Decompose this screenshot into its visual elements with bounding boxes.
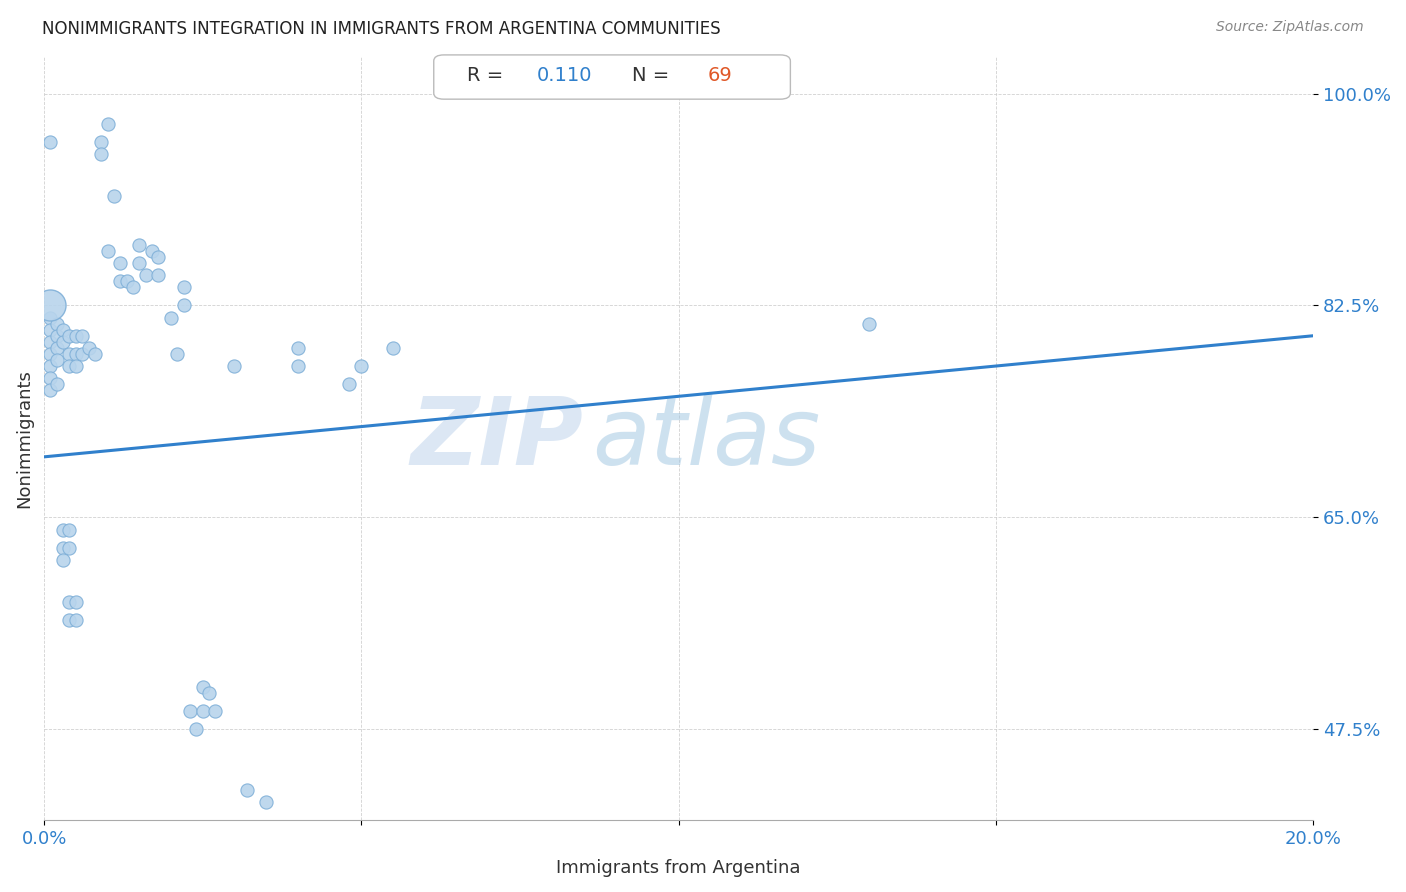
Point — [52, 553, 75, 567]
Point — [58, 328, 80, 343]
Point — [110, 256, 132, 270]
Point — [254, 795, 277, 809]
Point — [382, 341, 405, 355]
FancyBboxPatch shape — [433, 55, 790, 99]
Point — [39, 347, 62, 361]
Point — [45, 353, 67, 368]
Point — [52, 334, 75, 349]
Point — [90, 147, 112, 161]
Point — [148, 268, 170, 283]
Point — [141, 244, 163, 258]
X-axis label: Immigrants from Argentina: Immigrants from Argentina — [557, 859, 801, 877]
Point — [103, 189, 125, 203]
Point — [65, 359, 87, 373]
Point — [173, 298, 195, 312]
Point — [236, 783, 259, 797]
Point — [58, 613, 80, 627]
Point — [52, 541, 75, 555]
Point — [115, 274, 138, 288]
Point — [39, 135, 62, 149]
Y-axis label: Nonimmigrants: Nonimmigrants — [15, 369, 32, 508]
Point — [287, 341, 309, 355]
Point — [65, 347, 87, 361]
Point — [204, 704, 226, 718]
Point — [83, 347, 105, 361]
Text: Source: ZipAtlas.com: Source: ZipAtlas.com — [1216, 20, 1364, 34]
Point — [77, 341, 100, 355]
Point — [160, 310, 183, 325]
Point — [58, 359, 80, 373]
Point — [122, 280, 145, 294]
Text: NONIMMIGRANTS INTEGRATION IN IMMIGRANTS FROM ARGENTINA COMMUNITIES: NONIMMIGRANTS INTEGRATION IN IMMIGRANTS … — [42, 20, 721, 37]
Point — [128, 256, 150, 270]
Point — [337, 377, 360, 392]
Point — [166, 347, 188, 361]
Point — [58, 595, 80, 609]
Point — [198, 686, 221, 700]
Point — [65, 328, 87, 343]
Text: 69: 69 — [707, 66, 733, 85]
Point — [58, 523, 80, 537]
Point — [45, 341, 67, 355]
Point — [186, 723, 208, 737]
Point — [191, 680, 214, 694]
Point — [179, 704, 201, 718]
Point — [39, 323, 62, 337]
Point — [58, 347, 80, 361]
Point — [97, 117, 120, 131]
Point — [52, 323, 75, 337]
Point — [65, 613, 87, 627]
Point — [39, 298, 62, 312]
Text: 0.110: 0.110 — [537, 66, 592, 85]
Point — [39, 310, 62, 325]
Text: N =: N = — [631, 66, 675, 85]
Point — [52, 523, 75, 537]
Point — [39, 371, 62, 385]
Point — [45, 328, 67, 343]
Point — [128, 238, 150, 252]
Point — [97, 244, 120, 258]
Point — [39, 383, 62, 397]
Point — [70, 328, 93, 343]
Point — [191, 704, 214, 718]
Point — [90, 135, 112, 149]
Point — [350, 359, 373, 373]
Point — [39, 334, 62, 349]
Point — [45, 377, 67, 392]
Point — [135, 268, 157, 283]
Text: ZIP: ZIP — [411, 392, 583, 484]
Point — [58, 541, 80, 555]
Point — [287, 359, 309, 373]
Point — [110, 274, 132, 288]
Point — [45, 317, 67, 331]
Point — [65, 595, 87, 609]
Text: R =: R = — [467, 66, 509, 85]
Point — [70, 347, 93, 361]
Point — [39, 359, 62, 373]
Point — [173, 280, 195, 294]
Point — [858, 317, 880, 331]
Text: atlas: atlas — [592, 393, 821, 484]
Point — [224, 359, 246, 373]
Point — [148, 250, 170, 264]
